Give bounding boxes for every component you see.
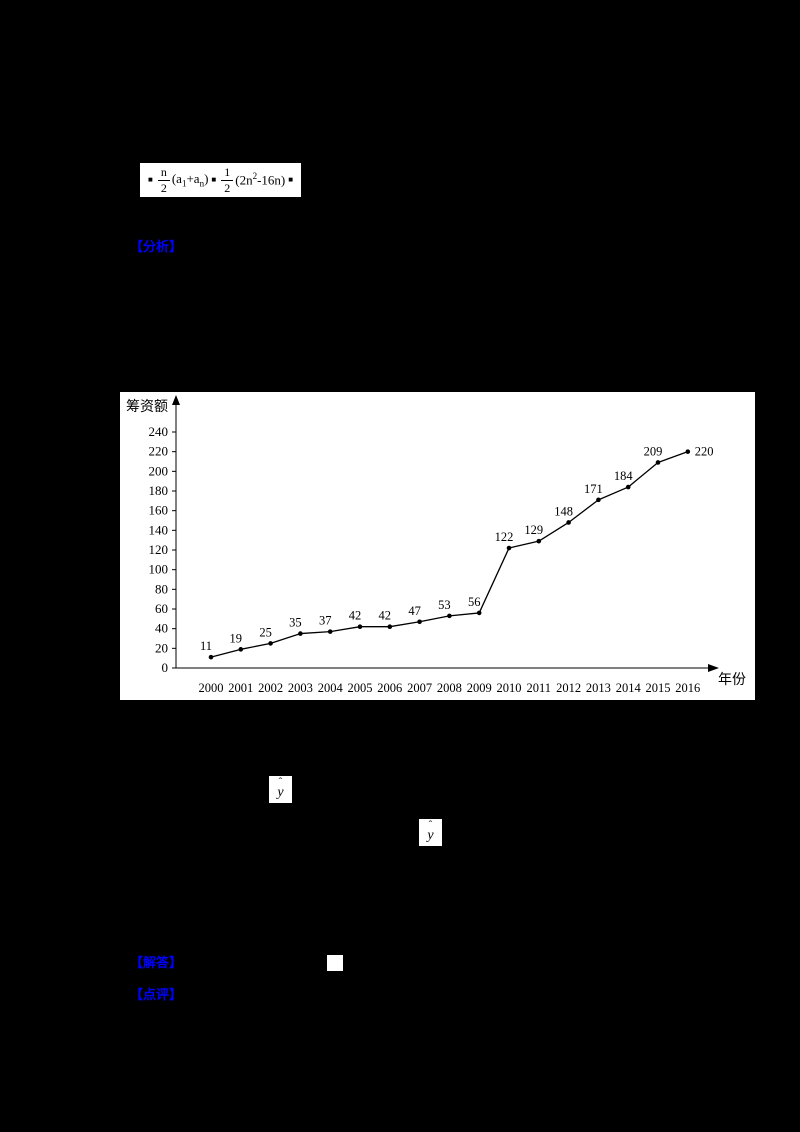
- x-tick-label: 2008: [437, 681, 462, 695]
- point-label: 11: [200, 639, 212, 653]
- data-point: [655, 460, 661, 465]
- data-point: [625, 484, 631, 490]
- x-tick-label: 2010: [497, 681, 522, 695]
- point-label: 56: [468, 595, 481, 609]
- fraction-denominator: 2: [160, 180, 167, 195]
- blank-square: [327, 955, 343, 971]
- point-label: 209: [644, 444, 663, 458]
- y-tick-label: 20: [155, 640, 168, 655]
- x-tick-label: 2004: [318, 681, 344, 695]
- y-tick-label: 140: [149, 522, 169, 537]
- x-tick-label: 2009: [467, 681, 492, 695]
- fraction-n-over-2: n 2: [157, 166, 170, 195]
- point-label: 220: [695, 445, 714, 459]
- x-tick-label: 2015: [646, 681, 671, 695]
- y-tick-label: 60: [155, 601, 168, 616]
- data-point: [298, 631, 303, 636]
- data-point: [208, 654, 214, 660]
- data-point: [268, 641, 273, 646]
- y-tick-label: 200: [149, 463, 169, 478]
- data-point: [387, 624, 393, 629]
- formula-term-quadratic: (2n2-16n): [235, 171, 286, 188]
- formula-term-a1-an: (a1+an): [171, 171, 209, 189]
- point-label: 53: [438, 598, 451, 612]
- fraction-numerator: n: [157, 166, 170, 181]
- data-point: [238, 647, 244, 652]
- point-label: 42: [379, 609, 392, 623]
- y-tick-label: 100: [149, 562, 169, 577]
- point-label: 171: [584, 482, 603, 496]
- point-label: 129: [524, 523, 543, 537]
- y-tick-label: 160: [149, 503, 169, 518]
- x-tick-label: 2013: [586, 681, 611, 695]
- y-axis-title: 筹资额: [126, 398, 168, 415]
- black-square-glyph: ■: [288, 175, 294, 184]
- data-point: [506, 545, 512, 551]
- hat-glyph: ˆ: [428, 819, 433, 831]
- x-tick-label: 2012: [556, 681, 581, 695]
- hat-glyph: ˆ: [278, 776, 283, 788]
- x-tick-label: 2002: [258, 681, 283, 695]
- answer-marker: 【解答】: [130, 955, 183, 970]
- x-tick-label: 2003: [288, 681, 313, 695]
- x-tick-label: 2005: [348, 681, 373, 695]
- black-square-glyph: ■: [148, 175, 153, 184]
- x-tick-label: 2007: [407, 681, 432, 695]
- analysis-marker: 【分析】: [130, 239, 183, 254]
- data-point: [566, 520, 571, 525]
- point-label: 42: [349, 609, 362, 623]
- x-tick-label: 2001: [228, 681, 253, 695]
- data-point: [476, 610, 482, 616]
- y-tick-label: 220: [149, 444, 169, 459]
- fraction-denominator: 2: [224, 180, 231, 195]
- data-point: [417, 619, 422, 625]
- comment-marker: 【点评】: [130, 987, 183, 1002]
- point-label: 122: [495, 530, 514, 544]
- data-point: [536, 538, 542, 544]
- point-label: 184: [614, 469, 634, 483]
- black-square-glyph: ■: [211, 175, 217, 184]
- y-tick-label: 180: [149, 483, 169, 498]
- y-tick-label: 240: [149, 424, 169, 439]
- point-label: 35: [289, 616, 302, 630]
- data-point: [327, 629, 333, 634]
- point-label: 37: [319, 614, 332, 628]
- data-point: [685, 449, 691, 454]
- y-tick-label: 40: [155, 621, 168, 636]
- y-tick-label: 0: [162, 660, 169, 675]
- fraction-1-over-2: 1 2: [221, 166, 234, 195]
- y-letter: y: [277, 785, 284, 800]
- x-axis-title: 年份: [718, 672, 746, 688]
- y-letter: y: [427, 828, 434, 843]
- x-tick-label: 2006: [377, 681, 402, 695]
- data-point: [357, 624, 363, 629]
- y-axis-arrow-icon: [172, 395, 180, 405]
- sum-formula: ■ n 2 (a1+an) ■ 1 2 (2n2-16n) ■: [140, 163, 302, 197]
- fraction-numerator: 1: [221, 166, 234, 181]
- x-tick-label: 2011: [527, 681, 552, 695]
- y-tick-label: 80: [155, 581, 168, 596]
- point-label: 148: [554, 504, 573, 518]
- y-tick-label: 120: [149, 542, 169, 557]
- y-hat-symbol: ˆ y: [269, 776, 292, 803]
- data-point: [447, 613, 452, 619]
- y-hat-symbol: ˆ y: [419, 819, 442, 846]
- x-tick-label: 2016: [675, 681, 700, 695]
- point-label: 25: [259, 625, 272, 639]
- funding-chart-panel: 筹资额年份 0 20 40 60 80 100 120 140 160 180 200 220 240 20…: [120, 392, 755, 700]
- x-axis-arrow-icon: [708, 664, 719, 672]
- x-tick-label: 2000: [199, 681, 224, 695]
- point-label: 47: [408, 604, 421, 618]
- point-label: 19: [230, 631, 243, 645]
- x-tick-label: 2014: [616, 681, 642, 695]
- data-point: [596, 497, 601, 503]
